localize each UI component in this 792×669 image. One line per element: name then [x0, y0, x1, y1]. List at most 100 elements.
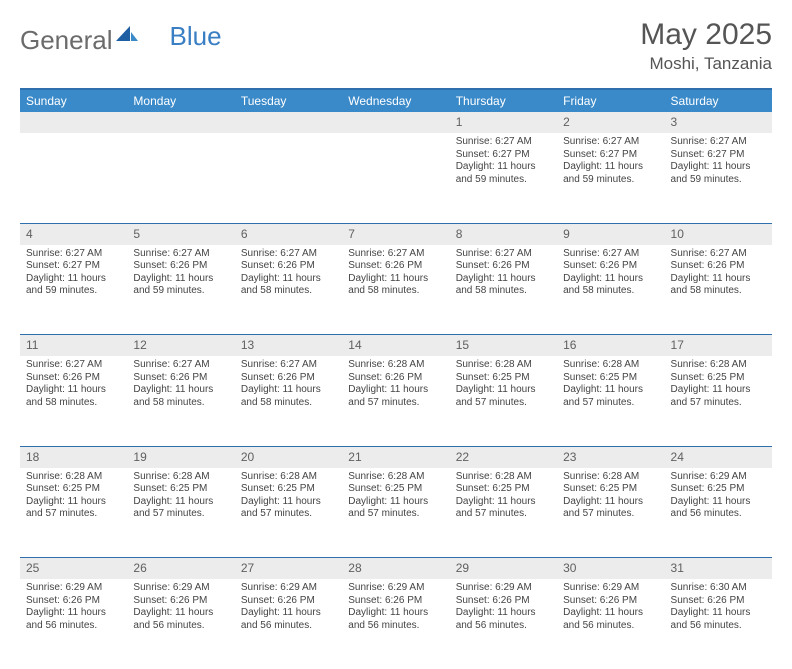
- sunrise-text: Sunrise: 6:29 AM: [26, 582, 121, 595]
- daylight-text: Daylight: 11 hours and 56 minutes.: [671, 496, 766, 521]
- daylight-text: Daylight: 11 hours and 58 minutes.: [348, 273, 443, 298]
- daylight-text: Daylight: 11 hours and 58 minutes.: [26, 384, 121, 409]
- day-number: 25: [20, 558, 127, 580]
- day-cell: Sunrise: 6:28 AMSunset: 6:25 PMDaylight:…: [557, 468, 664, 558]
- month-title: May 2025: [640, 18, 772, 52]
- day-number: 8: [450, 223, 557, 245]
- day-number: [127, 112, 234, 133]
- page-header: General Blue May 2025 Moshi, Tanzania: [20, 18, 772, 74]
- daylight-text: Daylight: 11 hours and 57 minutes.: [348, 496, 443, 521]
- sunset-text: Sunset: 6:26 PM: [671, 595, 766, 608]
- sunrise-text: Sunrise: 6:27 AM: [133, 359, 228, 372]
- day-number: 19: [127, 446, 234, 468]
- day-number: [235, 112, 342, 133]
- day-number: 20: [235, 446, 342, 468]
- sunset-text: Sunset: 6:25 PM: [348, 483, 443, 496]
- day-number: 12: [127, 335, 234, 357]
- day-number: 4: [20, 223, 127, 245]
- day-number: 23: [557, 446, 664, 468]
- daylight-text: Daylight: 11 hours and 59 minutes.: [456, 161, 551, 186]
- day-number: 17: [665, 335, 772, 357]
- day-number: 22: [450, 446, 557, 468]
- sunrise-text: Sunrise: 6:29 AM: [563, 582, 658, 595]
- sunset-text: Sunset: 6:27 PM: [563, 149, 658, 162]
- day-cell: [127, 133, 234, 223]
- daylight-text: Daylight: 11 hours and 57 minutes.: [348, 384, 443, 409]
- day-cell: Sunrise: 6:27 AMSunset: 6:26 PMDaylight:…: [235, 356, 342, 446]
- day-number: 28: [342, 558, 449, 580]
- day-number: 10: [665, 223, 772, 245]
- day-cell: Sunrise: 6:30 AMSunset: 6:26 PMDaylight:…: [665, 579, 772, 669]
- day-cell: Sunrise: 6:29 AMSunset: 6:25 PMDaylight:…: [665, 468, 772, 558]
- sunrise-text: Sunrise: 6:27 AM: [241, 248, 336, 261]
- daylight-text: Daylight: 11 hours and 58 minutes.: [563, 273, 658, 298]
- daylight-text: Daylight: 11 hours and 59 minutes.: [26, 273, 121, 298]
- day-detail-row: Sunrise: 6:27 AM Sunset: 6:27 PM Daylight:…: [20, 133, 772, 223]
- day-number: 24: [665, 446, 772, 468]
- day-cell: Sunrise: 6:27 AMSunset: 6:27 PMDaylight:…: [20, 245, 127, 335]
- weekday-header: Saturday: [665, 89, 772, 112]
- daylight-text: Daylight: 11 hours and 58 minutes.: [241, 384, 336, 409]
- sunrise-text: Sunrise: 6:29 AM: [671, 471, 766, 484]
- sunset-text: Sunset: 6:26 PM: [348, 260, 443, 273]
- sunrise-text: Sunrise: 6:27 AM: [671, 136, 766, 149]
- day-number: 16: [557, 335, 664, 357]
- sunrise-text: Sunrise: 6:29 AM: [241, 582, 336, 595]
- day-number-row: 18192021222324: [20, 446, 772, 468]
- day-cell: Sunrise: 6:27 AMSunset: 6:26 PMDaylight:…: [127, 245, 234, 335]
- daylight-text: Daylight: 11 hours and 57 minutes.: [563, 496, 658, 521]
- brand-name-1: General: [20, 25, 113, 56]
- sunset-text: Sunset: 6:26 PM: [348, 595, 443, 608]
- day-cell: Sunrise: 6:28 AMSunset: 6:25 PMDaylight:…: [342, 468, 449, 558]
- day-number-row: 45678910: [20, 223, 772, 245]
- sunset-text: Sunset: 6:26 PM: [241, 372, 336, 385]
- day-number: 6: [235, 223, 342, 245]
- day-cell: Sunrise: 6:28 AMSunset: 6:25 PMDaylight:…: [557, 356, 664, 446]
- daylight-text: Daylight: 11 hours and 57 minutes.: [241, 496, 336, 521]
- day-number: 7: [342, 223, 449, 245]
- daylight-text: Daylight: 11 hours and 58 minutes.: [456, 273, 551, 298]
- daylight-text: Daylight: 11 hours and 58 minutes.: [671, 273, 766, 298]
- sunset-text: Sunset: 6:27 PM: [26, 260, 121, 273]
- weekday-header-row: Sunday Monday Tuesday Wednesday Thursday…: [20, 89, 772, 112]
- sunrise-text: Sunrise: 6:28 AM: [563, 471, 658, 484]
- day-cell: Sunrise: 6:28 AMSunset: 6:25 PMDaylight:…: [235, 468, 342, 558]
- sunset-text: Sunset: 6:25 PM: [563, 483, 658, 496]
- title-block: May 2025 Moshi, Tanzania: [640, 18, 772, 74]
- day-cell: Sunrise: 6:27 AMSunset: 6:26 PMDaylight:…: [20, 356, 127, 446]
- day-number-row: 123: [20, 112, 772, 133]
- sunset-text: Sunset: 6:26 PM: [241, 595, 336, 608]
- sunrise-text: Sunrise: 6:27 AM: [456, 248, 551, 261]
- sunset-text: Sunset: 6:26 PM: [348, 372, 443, 385]
- day-cell: [20, 133, 127, 223]
- sunrise-text: Sunrise: 6:27 AM: [133, 248, 228, 261]
- brand-sail-icon: [116, 24, 138, 47]
- day-number: 3: [665, 112, 772, 133]
- day-number: 2: [557, 112, 664, 133]
- sunrise-text: Sunrise: 6:28 AM: [456, 359, 551, 372]
- daylight-text: Daylight: 11 hours and 57 minutes.: [133, 496, 228, 521]
- location-label: Moshi, Tanzania: [640, 54, 772, 74]
- day-cell: Sunrise: 6:28 AMSunset: 6:25 PMDaylight:…: [450, 356, 557, 446]
- day-number: 14: [342, 335, 449, 357]
- weekday-header: Friday: [557, 89, 664, 112]
- sunrise-text: Sunrise: 6:29 AM: [133, 582, 228, 595]
- day-number: 18: [20, 446, 127, 468]
- daylight-text: Daylight: 11 hours and 56 minutes.: [456, 607, 551, 632]
- day-number: 13: [235, 335, 342, 357]
- sunrise-text: Sunrise: 6:27 AM: [348, 248, 443, 261]
- day-cell: Sunrise: 6:29 AMSunset: 6:26 PMDaylight:…: [557, 579, 664, 669]
- day-number-row: 11121314151617: [20, 335, 772, 357]
- day-cell: Sunrise: 6:28 AMSunset: 6:25 PMDaylight:…: [450, 468, 557, 558]
- sunset-text: Sunset: 6:25 PM: [26, 483, 121, 496]
- day-cell: Sunrise: 6:27 AMSunset: 6:26 PMDaylight:…: [235, 245, 342, 335]
- day-number: [20, 112, 127, 133]
- sunset-text: Sunset: 6:26 PM: [563, 260, 658, 273]
- day-number: 1: [450, 112, 557, 133]
- daylight-text: Daylight: 11 hours and 57 minutes.: [563, 384, 658, 409]
- day-cell: Sunrise: 6:27 AMSunset: 6:26 PMDaylight:…: [342, 245, 449, 335]
- daylight-text: Daylight: 11 hours and 57 minutes.: [456, 496, 551, 521]
- day-cell: Sunrise: 6:27 AMSunset: 6:26 PMDaylight:…: [127, 356, 234, 446]
- day-cell: Sunrise: 6:28 AMSunset: 6:25 PMDaylight:…: [665, 356, 772, 446]
- sunset-text: Sunset: 6:26 PM: [26, 372, 121, 385]
